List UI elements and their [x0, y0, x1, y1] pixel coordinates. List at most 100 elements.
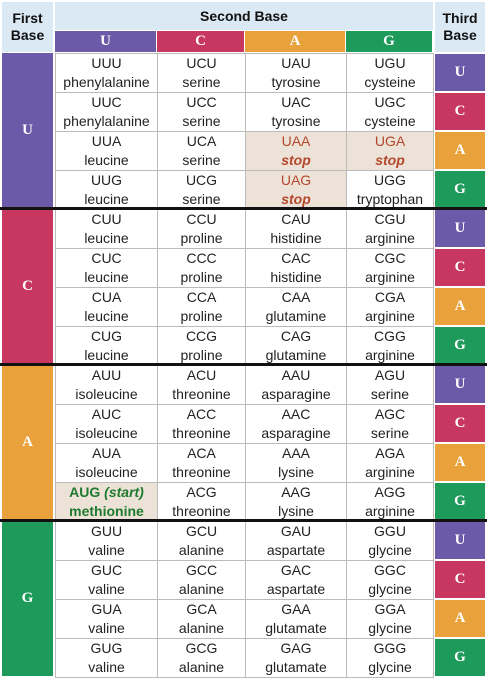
codon: AAU: [281, 367, 311, 383]
codon: CGA: [374, 289, 406, 305]
amino-acid-line: glycine: [368, 541, 412, 560]
codon-line: GUU: [91, 522, 122, 541]
amino-acid: cysteine: [364, 113, 416, 129]
codon: GCU: [185, 523, 218, 539]
amino-acid-line: arginine: [365, 463, 415, 482]
amino-acid-line: aspartate: [267, 541, 325, 560]
amino-acid-line: arginine: [365, 268, 415, 287]
codon-line: GAG: [280, 639, 311, 658]
codon: GGU: [374, 523, 406, 539]
amino-acid-line: threonine: [172, 385, 230, 404]
amino-acid-line: proline: [180, 346, 222, 365]
codon-cell: AUC isoleucine: [55, 404, 158, 444]
codon-line: UCA: [187, 132, 217, 151]
codon-line: AAC: [282, 405, 311, 424]
amino-acid-line: serine: [371, 385, 409, 404]
amino-acid: leucine: [84, 308, 129, 324]
amino-acid-line: arginine: [365, 229, 415, 248]
amino-acid-line: alanine: [179, 580, 224, 599]
codon-cell: UUA leucine: [55, 131, 158, 171]
amino-acid: isoleucine: [75, 425, 138, 441]
amino-acid-line: arginine: [365, 502, 415, 521]
codon: UUA: [91, 133, 122, 149]
codon-line: CCG: [186, 327, 217, 346]
amino-acid-line: stop: [281, 151, 311, 170]
amino-acid: proline: [180, 308, 223, 324]
codon: GCG: [185, 640, 218, 656]
amino-acid-line: histidine: [270, 268, 321, 287]
codon-line: CUC: [91, 249, 121, 268]
codon-cell: AUG (start) methionine: [55, 482, 158, 522]
codon: AGU: [374, 367, 406, 383]
amino-acid-line: glutamate: [265, 619, 326, 638]
amino-acid: serine: [182, 152, 221, 168]
codon-line: UUG: [91, 171, 122, 190]
amino-acid: glutamate: [265, 659, 327, 675]
codon-cell: AGA arginine: [346, 443, 434, 483]
amino-acid-line: valine: [88, 580, 125, 599]
group-separator: [0, 519, 487, 522]
amino-acid-line: glycine: [368, 619, 412, 638]
amino-acid-line: glutamate: [265, 658, 326, 677]
codon-cell: CUA leucine: [55, 287, 158, 327]
codon: CUC: [91, 250, 122, 266]
amino-acid-line: glutamine: [266, 307, 327, 326]
codon-cell: GGA glycine: [346, 599, 434, 639]
codon-line: ACA: [187, 444, 216, 463]
first-base-letter: A: [2, 365, 53, 520]
codon: GGC: [374, 562, 406, 578]
third-base-letter: G: [435, 171, 485, 208]
codon: UCA: [186, 133, 217, 149]
codon: CUA: [91, 289, 122, 305]
codon-cell: UCG serine: [157, 170, 246, 210]
group-separator: [0, 363, 487, 366]
codon-line: UCU: [186, 54, 216, 73]
codon: UAC: [281, 94, 311, 110]
codon-cell: ACA threonine: [157, 443, 246, 483]
codon: CCG: [185, 328, 218, 344]
codon: CUU: [91, 211, 122, 227]
amino-acid: arginine: [365, 308, 415, 324]
amino-acid: threonine: [172, 464, 231, 480]
amino-acid: serine: [182, 191, 221, 207]
amino-acid-line: alanine: [179, 619, 224, 638]
amino-acid-line: asparagine: [261, 424, 330, 443]
amino-acid-line: proline: [180, 229, 222, 248]
amino-acid: serine: [370, 425, 410, 441]
codon-line: UCG: [186, 171, 217, 190]
amino-acid: proline: [180, 347, 223, 363]
codon-line: CCC: [186, 249, 216, 268]
codon-cell: ACG threonine: [157, 482, 246, 522]
codon-line: GAU: [281, 522, 311, 541]
codon-cell: AAG lysine: [245, 482, 347, 522]
codon-line: CUG: [91, 327, 122, 346]
amino-acid-line: glycine: [368, 658, 412, 677]
codon: AGC: [374, 406, 406, 422]
codon-line: CCA: [187, 288, 217, 307]
codon: ACC: [186, 406, 217, 422]
amino-acid: phenylalanine: [63, 113, 150, 129]
third-base-letter: A: [435, 600, 485, 637]
codon: UUC: [91, 94, 122, 110]
codon: UCU: [186, 55, 217, 71]
amino-acid: asparagine: [261, 386, 331, 402]
codon-line: AGA: [375, 444, 405, 463]
codon-cell: AAA lysine: [245, 443, 347, 483]
codon-line: CUU: [91, 210, 121, 229]
amino-acid-line: aspartate: [267, 580, 325, 599]
codon-line: ACU: [187, 366, 217, 385]
amino-acid: glycine: [368, 581, 412, 597]
amino-acid: isoleucine: [75, 464, 138, 480]
codon-cell: UGG tryptophan: [346, 170, 434, 210]
codon-line: CAC: [281, 249, 311, 268]
codon-cell: UAA stop: [245, 131, 347, 171]
amino-acid: arginine: [365, 347, 415, 363]
amino-acid-line: lysine: [278, 502, 314, 521]
codon-line: GCU: [186, 522, 217, 541]
codon-cell: GGG glycine: [346, 638, 434, 678]
amino-acid: glutamate: [265, 620, 327, 636]
codon: AAA: [281, 445, 310, 461]
amino-acid: tyrosine: [271, 113, 321, 129]
third-base-letter: A: [435, 288, 485, 325]
codon-line: GUC: [91, 561, 122, 580]
